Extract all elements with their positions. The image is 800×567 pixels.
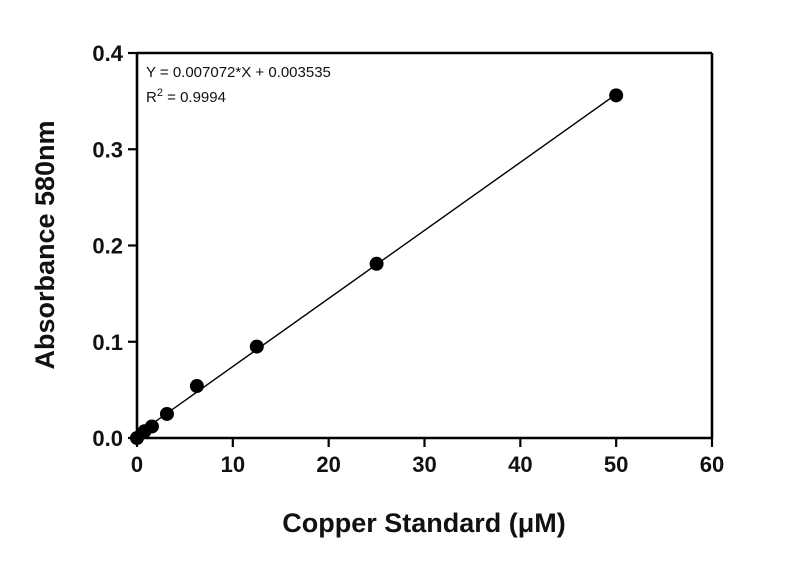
r-squared-label: R2 = 0.9994	[146, 87, 226, 106]
x-tick-label: 30	[412, 452, 436, 477]
y-tick-label: 0.0	[92, 426, 123, 451]
data-point	[609, 88, 624, 103]
y-axis-title: Absorbance 580nm	[30, 120, 60, 369]
y-tick-label: 0.4	[92, 41, 123, 66]
x-tick-label: 10	[221, 452, 245, 477]
data-point	[249, 339, 264, 354]
data-point	[189, 379, 204, 394]
r-squared-value: = 0.9994	[163, 89, 226, 106]
x-tick-label: 60	[700, 452, 724, 477]
x-tick-label: 40	[508, 452, 532, 477]
y-tick-label: 0.3	[92, 137, 123, 162]
x-tick-label: 20	[316, 452, 340, 477]
r-squared-prefix: R	[146, 89, 157, 106]
y-tick-label: 0.2	[92, 234, 123, 259]
data-point	[159, 406, 174, 421]
r-squared-superscript: 2	[157, 87, 163, 99]
data-points	[130, 88, 624, 445]
x-tick-label: 0	[131, 452, 143, 477]
equation-label: Y = 0.007072*X + 0.003535	[146, 64, 331, 81]
data-point	[369, 256, 384, 271]
x-tick-label: 50	[604, 452, 628, 477]
y-tick-label: 0.1	[92, 330, 123, 355]
y-ticks: 0.0 0.1 0.2 0.3 0.4	[92, 41, 137, 451]
x-ticks: 0 10 20 30 40 50 60	[131, 438, 724, 477]
x-axis-title: Copper Standard (μM)	[282, 508, 566, 538]
data-point	[144, 419, 159, 434]
